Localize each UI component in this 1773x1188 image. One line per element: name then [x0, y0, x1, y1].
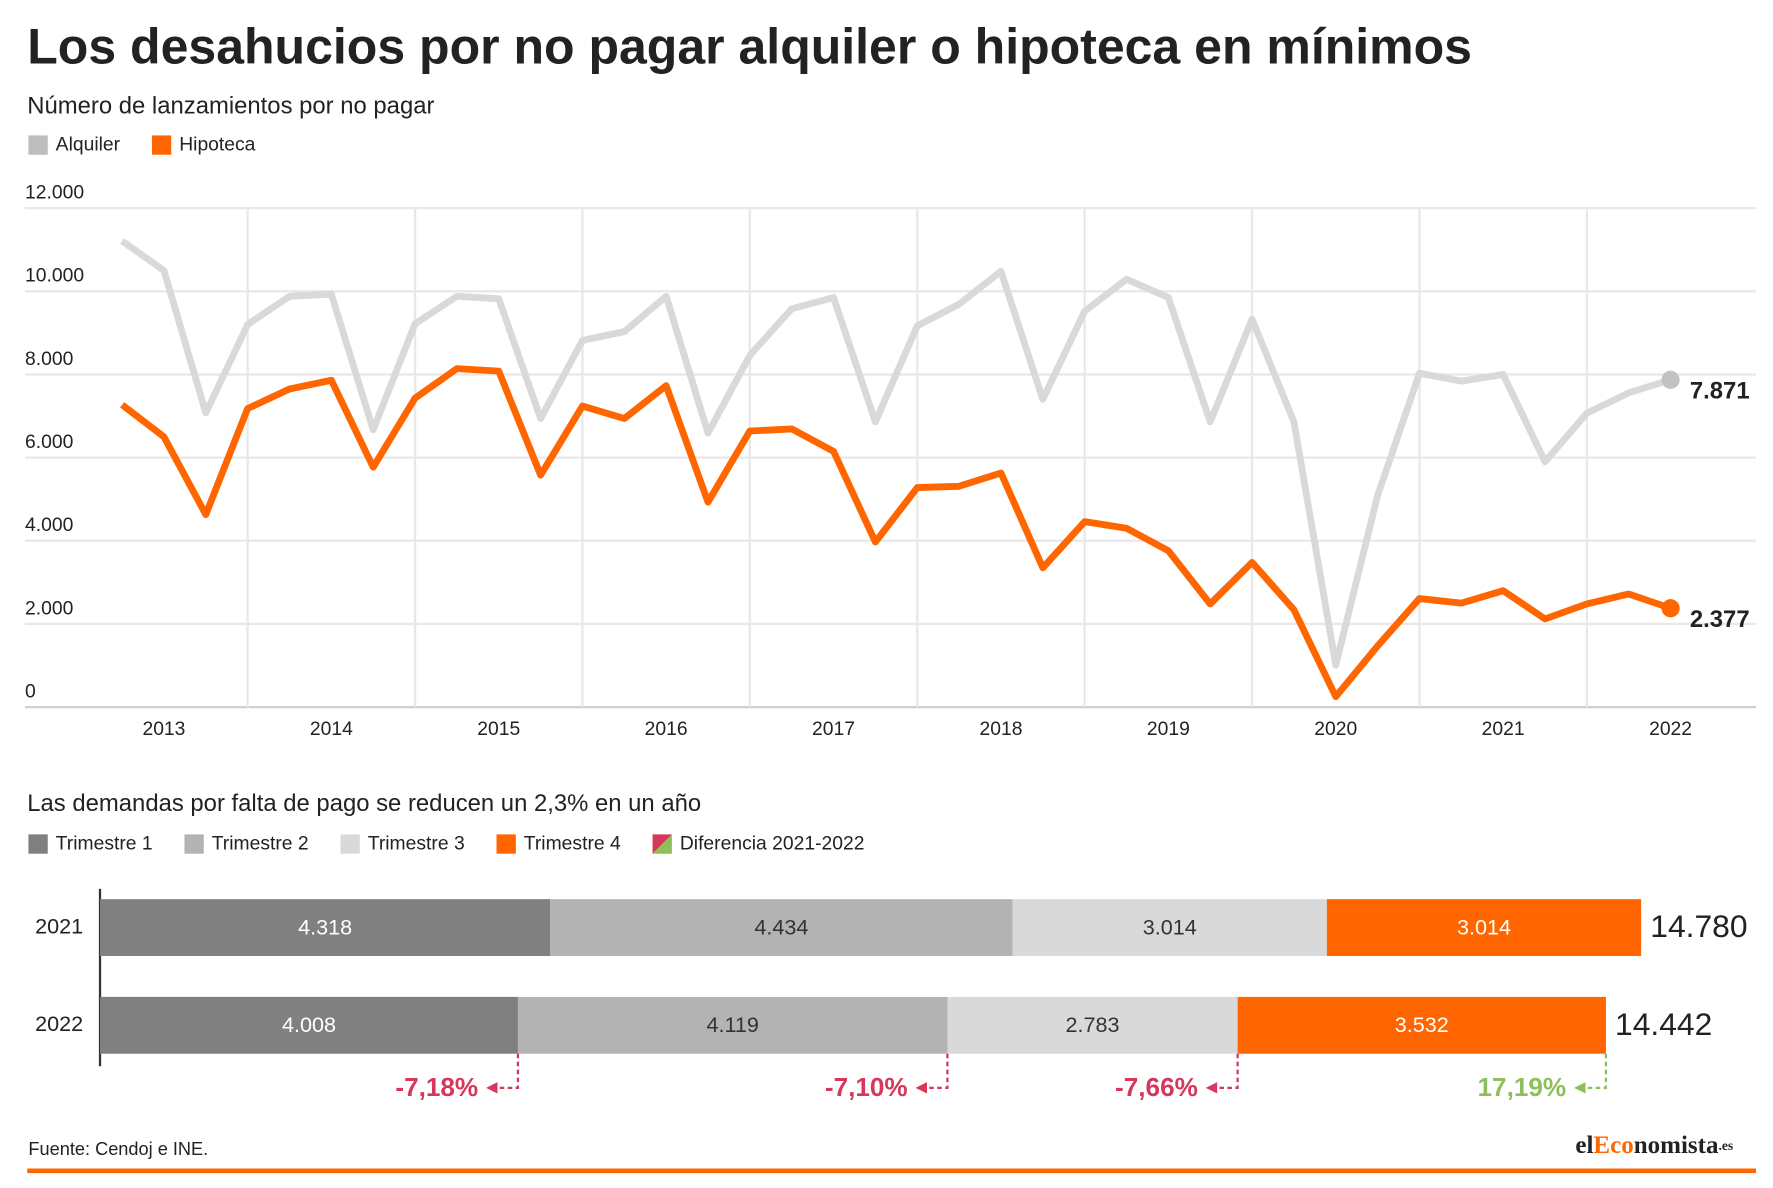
bar-segment	[550, 899, 1013, 956]
legend-label: Trimestre 1	[56, 834, 153, 855]
y-tick-label: 8.000	[25, 349, 73, 370]
chart-subtitle: Número de lanzamientos por no pagar	[27, 92, 434, 119]
data-label: 4.434	[754, 914, 808, 939]
brand: elEconomista.es	[1575, 1132, 1733, 1159]
legend-swatch	[28, 135, 48, 155]
bar-segment	[947, 996, 1238, 1054]
difference-arrow	[1214, 1053, 1239, 1089]
legend-label: Diferencia 2021-2022	[680, 834, 865, 855]
data-label: 2.377	[1690, 606, 1750, 633]
y-tick-label: 2021	[35, 913, 83, 938]
line-series	[120, 365, 1672, 701]
y-tick-label: 0	[25, 681, 36, 702]
legend-swatch	[496, 834, 516, 854]
total-label: 14.442	[1615, 1006, 1712, 1042]
bar-segment	[517, 996, 948, 1054]
bar-segment	[1012, 899, 1327, 956]
x-tick-label: 2021	[1482, 719, 1525, 740]
legend-label: Trimestre 2	[212, 834, 309, 855]
end-marker	[1661, 370, 1680, 389]
brand-part: nomista	[1634, 1132, 1719, 1159]
y-tick-label: 2022	[35, 1011, 83, 1036]
data-label: 3.014	[1457, 914, 1511, 939]
x-tick-label: 2016	[645, 719, 688, 740]
arrowhead	[486, 1082, 498, 1094]
data-label: 4.318	[298, 914, 352, 939]
difference-arrow	[924, 1053, 949, 1089]
difference-label: -7,18%	[395, 1072, 478, 1102]
legend-label: Trimestre 4	[524, 834, 621, 855]
difference-arrow	[1583, 1053, 1608, 1089]
y-tick-label: 6.000	[25, 432, 73, 453]
legend-swatch	[184, 834, 204, 854]
y-tick-label: 2.000	[25, 598, 73, 619]
bar-segment	[100, 996, 518, 1054]
source: Fuente: Cendoj e INE.	[28, 1139, 208, 1159]
data-label: 4.008	[282, 1012, 336, 1037]
bar-segment	[1237, 996, 1606, 1054]
x-tick-label: 2019	[1147, 719, 1190, 740]
data-label: 7.871	[1690, 378, 1750, 405]
total-label: 14.780	[1650, 908, 1747, 944]
data-label: 3.014	[1143, 914, 1197, 939]
page-title: Los desahucios por no pagar alquiler o h…	[27, 18, 1472, 74]
arrowhead	[1574, 1082, 1586, 1094]
legend-label: Alquiler	[56, 135, 121, 156]
difference-arrow	[495, 1053, 520, 1089]
brand-part: Eco	[1593, 1132, 1633, 1159]
x-tick-label: 2022	[1649, 719, 1692, 740]
line-series	[120, 238, 1672, 669]
x-tick-label: 2014	[310, 719, 353, 740]
difference-label: -7,10%	[825, 1072, 908, 1102]
y-tick-label: 10.000	[25, 266, 84, 287]
brand-part: .es	[1718, 1138, 1733, 1153]
x-tick-label: 2018	[979, 719, 1022, 740]
x-tick-label: 2015	[477, 719, 520, 740]
brand-part: el	[1575, 1132, 1593, 1159]
data-label: 3.532	[1395, 1012, 1449, 1037]
x-tick-label: 2013	[142, 719, 185, 740]
data-label: 4.119	[706, 1012, 758, 1037]
legend-swatch	[340, 834, 360, 854]
end-marker	[1661, 599, 1680, 618]
bar-segment	[100, 899, 551, 956]
data-label: 2.783	[1066, 1012, 1120, 1037]
arrowhead	[915, 1082, 927, 1094]
legend-swatch	[151, 135, 172, 155]
legend-label: Trimestre 3	[368, 834, 465, 855]
difference-label: -7,66%	[1115, 1072, 1198, 1102]
difference-label: 17,19%	[1478, 1072, 1567, 1102]
x-tick-label: 2020	[1314, 719, 1357, 740]
bar-segment	[1326, 899, 1642, 956]
x-tick-label: 2017	[812, 719, 855, 740]
chart-title: Las demandas por falta de pago se reduce…	[27, 790, 701, 817]
y-tick-label: 4.000	[25, 515, 73, 536]
y-tick-label: 12.000	[25, 182, 84, 203]
legend-label: Hipoteca	[179, 135, 255, 156]
arrowhead	[1205, 1082, 1218, 1094]
legend-swatch	[28, 834, 48, 854]
